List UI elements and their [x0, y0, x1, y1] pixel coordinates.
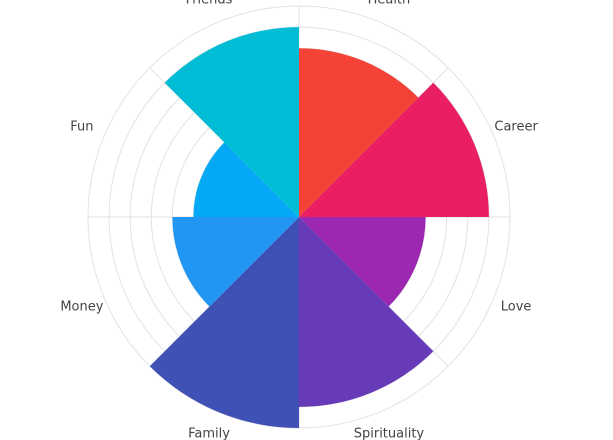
category-label: Health: [368, 0, 411, 7]
category-label: Career: [494, 120, 538, 135]
segment: [149, 217, 299, 428]
category-label: Love: [501, 299, 532, 314]
category-label: Friends: [186, 0, 233, 7]
segment: [299, 82, 489, 217]
segment: [299, 217, 426, 307]
category-label: Spirituality: [354, 427, 425, 440]
segment: [299, 48, 419, 218]
category-label: Fun: [70, 120, 93, 135]
segment: [299, 217, 434, 407]
category-label: Family: [188, 427, 230, 440]
category-label: Money: [60, 299, 103, 314]
segment: [164, 27, 299, 217]
segment: [172, 217, 299, 307]
segment: [193, 142, 299, 217]
